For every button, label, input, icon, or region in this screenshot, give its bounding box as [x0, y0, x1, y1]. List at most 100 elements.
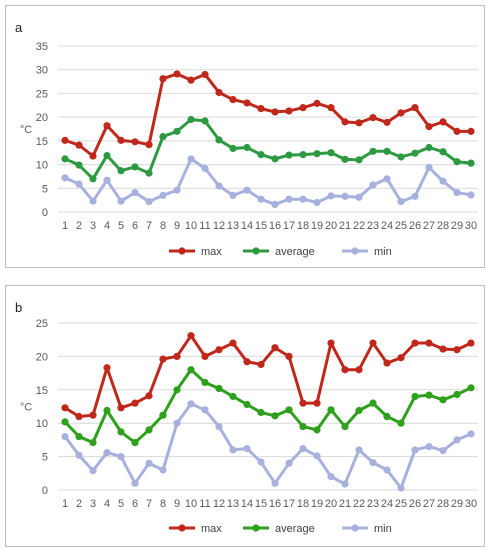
data-point-average — [61, 155, 69, 163]
legend-marker-max — [178, 524, 186, 532]
data-point-average — [229, 144, 237, 153]
data-point-max — [397, 354, 405, 362]
x-tick-label: 15 — [255, 220, 267, 232]
x-tick-label: 3 — [90, 220, 96, 232]
data-point-min — [89, 467, 97, 475]
data-point-max — [397, 109, 405, 117]
data-point-max — [271, 344, 279, 352]
data-point-min — [369, 181, 377, 189]
x-tick-label: 2 — [76, 498, 82, 510]
data-point-min — [271, 479, 279, 487]
data-point-average — [61, 418, 69, 426]
data-point-max — [117, 136, 125, 144]
y-tick-label: 35 — [36, 41, 48, 53]
data-point-average — [131, 163, 139, 171]
x-tick-label: 24 — [381, 220, 393, 232]
x-tick-label: 11 — [199, 498, 210, 510]
data-point-max — [61, 136, 69, 144]
data-point-max — [439, 345, 447, 353]
data-point-min — [61, 174, 69, 182]
data-point-min — [383, 466, 391, 474]
data-point-max — [89, 152, 97, 160]
data-point-min — [411, 446, 419, 454]
panel-label-a: a — [15, 20, 23, 35]
data-point-max — [61, 404, 69, 412]
x-tick-label: 21 — [339, 498, 351, 510]
x-tick-label: 23 — [367, 498, 379, 510]
data-point-max — [341, 118, 349, 126]
data-point-max — [103, 122, 111, 130]
data-point-min — [103, 448, 111, 457]
data-point-average — [243, 400, 251, 409]
data-point-max — [187, 76, 195, 84]
data-point-min — [229, 446, 237, 454]
data-point-max — [327, 339, 335, 347]
x-tick-label: 24 — [381, 498, 393, 510]
data-point-max — [355, 119, 363, 127]
data-point-max — [215, 346, 223, 354]
x-tick-label: 6 — [132, 498, 138, 510]
data-point-average — [397, 419, 405, 427]
data-point-min — [243, 444, 251, 453]
data-point-max — [103, 364, 111, 372]
data-point-min — [61, 432, 69, 441]
x-tick-label: 14 — [241, 220, 253, 232]
data-point-average — [313, 426, 321, 434]
data-point-min — [257, 458, 265, 466]
data-point-average — [369, 399, 377, 407]
data-point-min — [103, 176, 111, 184]
x-tick-label: 17 — [283, 220, 295, 232]
x-tick-label: 4 — [104, 220, 110, 232]
data-point-average — [89, 175, 97, 183]
data-point-average — [201, 378, 209, 387]
x-tick-label: 13 — [227, 498, 239, 510]
data-point-max — [425, 339, 433, 347]
data-point-max — [369, 339, 377, 347]
x-tick-label: 22 — [353, 220, 365, 232]
legend-label-max: max — [201, 523, 222, 535]
series-line-min — [63, 402, 472, 490]
data-point-average — [383, 412, 391, 421]
data-point-min — [257, 195, 265, 203]
data-point-max — [411, 104, 419, 112]
data-point-min — [201, 164, 209, 172]
data-point-max — [355, 366, 363, 374]
data-point-average — [75, 432, 83, 441]
x-tick-label: 14 — [241, 498, 253, 510]
x-tick-label: 16 — [269, 498, 281, 510]
x-tick-label: 13 — [227, 220, 239, 232]
chart-panel-a: a 0 5 10 15 20 25 30 35 °C 1 2 3 4 5 6 7 8 9 10 11 12 13 14 15 1… — [5, 5, 485, 268]
data-point-average — [75, 161, 83, 169]
data-point-max — [243, 358, 251, 366]
data-point-min — [173, 186, 181, 194]
data-point-average — [341, 155, 349, 163]
data-point-max — [201, 352, 209, 360]
data-point-min — [285, 195, 293, 203]
data-point-min — [425, 163, 433, 172]
x-tick-label: 12 — [213, 220, 225, 232]
y-axis-label: °C — [20, 402, 32, 414]
x-tick-label: 7 — [146, 220, 152, 232]
data-point-max — [341, 366, 349, 374]
x-tick-label: 8 — [160, 498, 166, 510]
data-point-min — [145, 197, 153, 206]
data-point-min — [187, 155, 195, 163]
x-tick-label: 5 — [118, 498, 124, 510]
y-tick-label: 0 — [42, 207, 48, 219]
data-point-max — [145, 141, 153, 149]
data-point-max — [243, 99, 251, 107]
y-tick-label: 25 — [36, 318, 48, 330]
data-point-min — [397, 484, 405, 492]
data-point-max — [117, 404, 125, 412]
data-point-average — [271, 155, 279, 163]
data-point-min — [215, 422, 223, 431]
data-point-max — [131, 138, 139, 146]
data-point-max — [411, 339, 419, 347]
data-point-average — [341, 422, 349, 431]
data-point-average — [243, 143, 251, 152]
x-tick-label: 6 — [132, 220, 138, 232]
data-point-min — [327, 192, 335, 200]
data-point-min — [369, 459, 377, 467]
y-tick-label: 15 — [36, 136, 48, 148]
data-point-max — [173, 70, 181, 78]
